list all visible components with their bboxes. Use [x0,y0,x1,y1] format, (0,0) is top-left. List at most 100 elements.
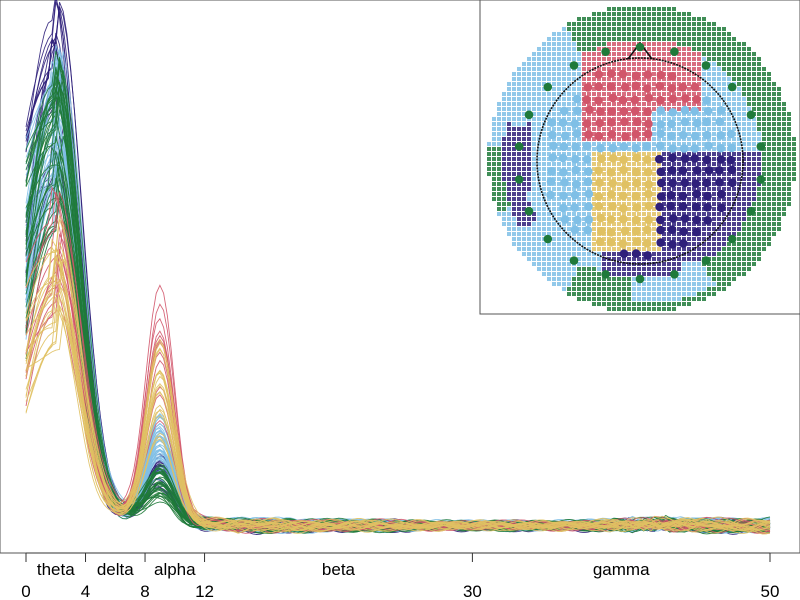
electrode-dot [678,82,688,92]
electrode-dot [619,107,629,116]
electrode-dot [644,189,653,199]
electrode-dot [704,141,713,150]
electrode-dot [678,191,688,201]
electrode-dot [656,238,665,247]
electrode-dot [619,204,628,213]
electrode-dot [666,201,675,211]
electrode-dot [621,132,630,141]
electrode-dot [644,93,654,103]
electrode-dot [606,168,616,177]
electrode-dot [667,166,677,175]
electrode-dot [572,94,582,104]
electrode-dot [584,189,594,199]
head-outline [536,57,744,265]
electrode-dot [596,213,605,223]
electrode-dot [703,203,712,212]
electrode-dot [702,178,711,188]
electrode-dot [559,203,568,213]
electrode-dot [679,227,688,236]
electrode-dot [656,167,666,177]
electrode-dot [571,165,581,175]
electrode-dot [670,47,679,56]
electrode-dot [643,225,652,235]
electrode-dot [607,69,616,78]
electrode-dot [643,70,653,79]
electrode-dot [679,130,688,140]
electrode-dot [546,177,556,186]
band-label: theta [37,560,75,579]
electrode-dot [597,226,606,236]
electrode-dot [704,166,714,175]
electrode-dot [746,206,756,216]
electrode-dot [656,129,665,138]
electrode-dot [514,175,524,184]
electrode-dot [619,165,628,175]
electrode-dot [630,106,640,116]
electrode-dot [717,189,726,199]
electrode-dot [727,82,737,92]
electrode-dot [632,178,642,188]
electrode-dot [606,215,616,224]
electrode-dot [692,227,701,237]
electrode-dot [595,118,604,128]
electrode-dot [666,190,676,200]
electrode-dot [678,202,688,211]
electrode-dot [668,214,678,223]
electrode-dot [643,129,653,139]
electrode-dot [668,178,677,188]
electrode-dot [560,131,570,141]
electrode-dot [608,154,618,163]
band-label: alpha [154,560,196,579]
x-tick-label: 8 [140,582,149,600]
electrode-dot [570,203,579,212]
electrode-dot [594,131,603,141]
electrode-dot [594,192,603,201]
electrode-dot [728,178,737,188]
electrode-dot [583,225,592,235]
electrode-dot [618,239,628,248]
electrode-dot [644,180,653,189]
electrode-dot [608,93,618,103]
electrode-dot [644,201,654,211]
electrode-dot [632,153,642,163]
x-tick-label: 50 [761,582,780,600]
electrode-dot [583,177,593,187]
electrode-dot [594,96,603,105]
series-line [25,284,771,531]
electrode-dot [620,82,630,92]
electrode-dot [656,95,665,105]
electrode-dot [585,105,594,115]
electrode-dot [679,239,688,248]
electrode-dot [668,153,677,163]
electrode-dot [596,107,605,116]
electrode-dot [524,206,534,216]
x-tick-label: 0 [21,582,30,600]
electrode-dot [570,225,580,234]
electrode-dot [570,119,580,128]
electrode-dot [572,180,581,189]
electrode-dot [618,95,628,105]
electrode-dot [668,144,677,153]
electrode-dot [656,192,666,201]
electrode-dot [691,179,700,188]
electrode-dot [607,107,616,116]
electrode-dot [668,240,677,249]
electrode-dot [608,202,617,211]
electrode-dot [715,178,724,187]
electrode-dot [668,94,678,104]
electrode-dot [657,178,666,188]
electrode-dot [547,167,556,176]
electrode-dot [691,202,701,212]
electrode-dot [548,130,557,140]
electrode-dot [569,61,579,70]
electrode-dot [559,106,569,116]
electrode-dot [573,215,582,225]
electrode-dot [632,237,642,246]
electrode-dot [594,202,604,211]
electrode-dot [619,142,629,151]
band-label: delta [97,560,134,579]
electrode-dot [667,84,677,93]
electrode-dot [642,142,651,151]
electrode-dot [571,142,580,152]
electrode-dot [656,120,665,129]
